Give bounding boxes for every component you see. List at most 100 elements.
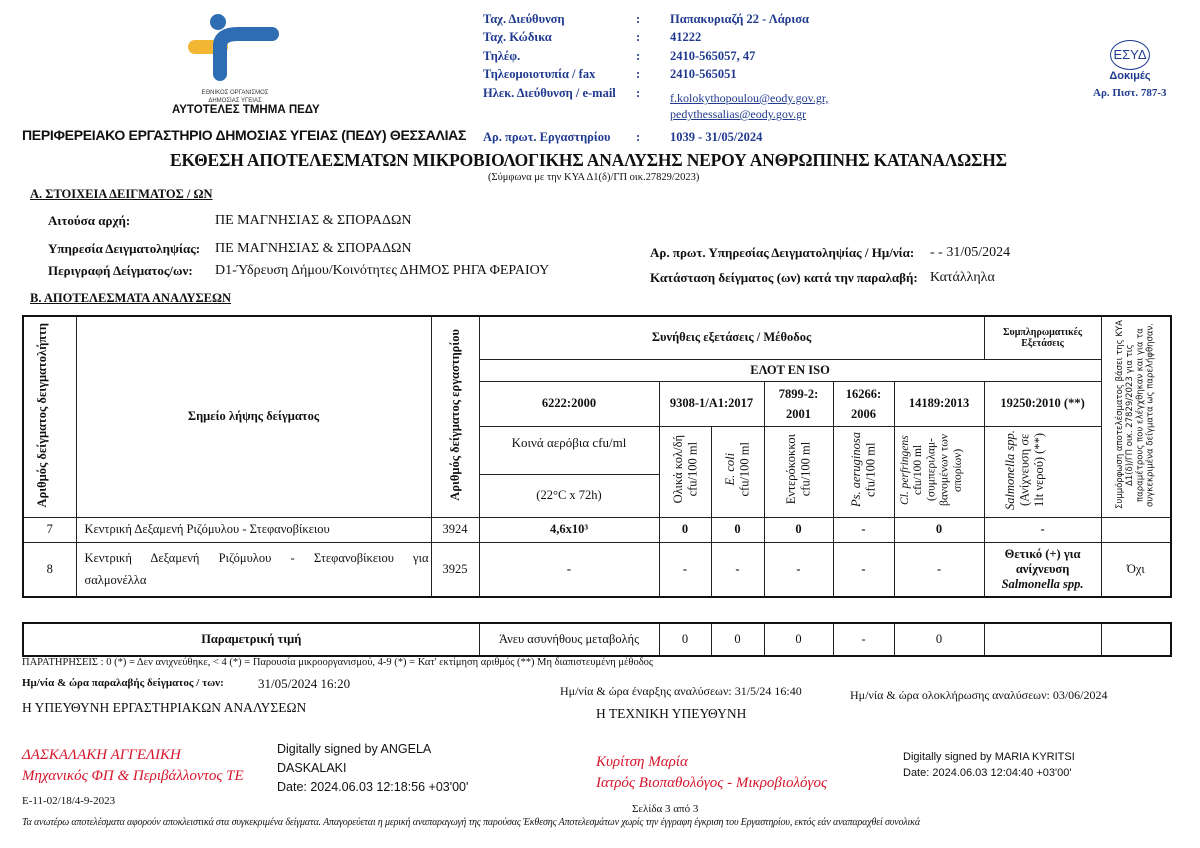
enterococci-value: - [763, 541, 834, 598]
contact-label: Τηλεομοιοτυπία / fax [483, 67, 596, 81]
cl-value: - [893, 541, 985, 598]
contact-label: Τηλέφ. [483, 49, 521, 63]
email-link-2[interactable]: pedythessalias@eody.gov.gr [670, 107, 807, 121]
accreditation-number: Αρ. Πιστ. 787-3 [1093, 87, 1167, 99]
page-number: Σελίδα 3 από 3 [632, 803, 699, 815]
header-total-coliforms: Ολικά κολ/δή cfu/100 ml [658, 425, 712, 518]
parametric-value: 0 [658, 622, 712, 657]
parametric-aerobic: Άνευ ασυνήθους μεταβολής [478, 622, 660, 657]
colon: : [636, 12, 641, 26]
header-usual-tests: Συνήθεις εξετάσεις / Μέθοδος [478, 315, 985, 360]
compliance-value [1100, 516, 1172, 543]
receipt-date-label: Ημ/νία & ώρα παραλαβής δείγματος / των: [22, 677, 224, 689]
parametric-table: Παραμετρική τιμή Άνευ ασυνήθους μεταβολή… [22, 622, 1172, 657]
aerobic-value: - [478, 541, 660, 598]
standard-6222: 6222:2000 [478, 380, 660, 427]
eody-logo-text: ΕΘΝΙΚΟΣ ΟΡΓΑΝΙΣΜΟΣ ΔΗΜΟΣΙΑΣ ΥΓΕΙΑΣ [201, 90, 269, 104]
standard-14189: 14189:2013 [893, 380, 985, 427]
table-row: 7 Κεντρική Δεξαμενή Ριζόμυλου - Στεφανοβ… [22, 516, 1172, 543]
report-title: ΕΚΘΕΣΗ ΑΠΟΤΕΛΕΣΜΑΤΩΝ ΜΙΚΡΟΒΙΟΛΟΓΙΚΗΣ ΑΝΑ… [170, 150, 1007, 170]
standard-16266: 16266: 2006 [832, 380, 895, 427]
sample-no: 7 [22, 516, 77, 543]
salmonella-value: - [983, 516, 1102, 543]
contact-label: Ταχ. Κώδικα [483, 30, 552, 44]
header-ps-aeruginosa: Ps. aeruginosa cfu/100 ml [832, 425, 895, 518]
parametric-value [983, 622, 1102, 657]
header-aerobic-condition: (22°C x 72h) [478, 474, 660, 518]
email-link-1[interactable]: f.kolokythopoulou@eody.gov.gr, [670, 91, 829, 105]
left-signer-role: Η ΥΠΕΥΘΥΝΗ ΕΡΓΑΣΤΗΡΙΑΚΩΝ ΑΝΑΛΥΣΕΩΝ [22, 700, 307, 715]
parametric-label: Παραμετρική τιμή [22, 622, 480, 657]
standard-9308: 9308-1/A1:2017 [658, 380, 765, 427]
parametric-value: - [832, 622, 895, 657]
report-subtitle: (Σύμφωνα με την ΚΥΑ Δ1(δ)/ΓΠ οικ.27829/2… [488, 172, 700, 183]
aerobic-value: 4,6x10³ [478, 516, 660, 543]
ps-value: - [832, 516, 895, 543]
colon: : [636, 86, 641, 100]
header-ecoli: E. coli cfu/100 ml [710, 425, 765, 518]
lab-no: 3924 [430, 516, 480, 543]
right-signer-title: Ιατρός Βιοπαθολόγος - Μικροβιολόγος [596, 775, 828, 791]
lab-no: 3925 [430, 541, 480, 598]
sampling-point: Κεντρική Δεξαμενή Ριζόμυλου - Στεφανοβίκ… [75, 516, 432, 543]
contact-value: 2410-565051 [670, 67, 737, 81]
parametric-value [1100, 622, 1172, 657]
header-compliance: Συμμόρφωση αποτελέσματος βάσει της ΚΥΑ Δ… [1100, 315, 1172, 518]
contact-label: Ηλεκ. Διεύθυνση / e-mail [483, 86, 616, 100]
header-lab-no: Αριθμός δείγματος εργαστηρίου [430, 315, 480, 518]
protocol-label: Αρ. πρωτ. Υπηρεσίας Δειγματοληψίας / Ημ/… [650, 245, 915, 260]
parametric-value: 0 [763, 622, 834, 657]
section-a-heading: Α. ΣΤΟΙΧΕΙΑ ΔΕΙΓΜΑΤΟΣ / ΩΝ [30, 187, 213, 201]
standard-7899: 7899-2: 2001 [763, 380, 834, 427]
lab-name: ΠΕΡΙΦΕΡΕΙΑΚΟ ΕΡΓΑΣΤΗΡΙΟ ΔΗΜΟΣΙΑΣ ΥΓΕΙΑΣ … [22, 127, 467, 143]
contact-value: Παπακυριαζή 22 - Λάρισα [670, 12, 810, 26]
salmonella-value: Θετικό (+) για ανίχνευση Salmonella spp. [983, 541, 1102, 598]
contact-label: Ταχ. Διεύθυνση [483, 12, 565, 26]
enterococci-value: 0 [763, 516, 834, 543]
esyd-logo-icon: ΕΣΥΔ [1110, 40, 1150, 70]
ecoli-value: - [710, 541, 765, 598]
left-signer-title: Μηχανικός ΦΠ & Περιβάλλοντος ΤΕ [22, 768, 244, 784]
header-sampling-point: Σημείο λήψης δείγματος [75, 315, 432, 518]
right-signer-name: Κυρίτση Μαρία [596, 754, 688, 770]
unit-name: ΑΥΤΟΤΕΛΕΣ ΤΜΗΜΑ ΠΕΔΥ [172, 104, 320, 116]
colon: : [636, 49, 641, 63]
contact-label: Αρ. πρωτ. Εργαστηρίου [483, 130, 611, 144]
parametric-value: 0 [710, 622, 765, 657]
coliforms-value: 0 [658, 516, 712, 543]
sampling-service-label: Υπηρεσία Δειγματοληψίας: [48, 241, 201, 256]
sample-description: D1-Ύδρευση Δήμου/Κοινότητες ΔΗΜΟΣ ΡΗΓΑ Φ… [215, 263, 550, 278]
receipt-date: 31/05/2024 16:20 [258, 676, 351, 691]
header-standard-family: ΕΛΟΤ ΕΝ ISO [478, 358, 1102, 382]
colon: : [636, 130, 641, 144]
left-digital-signature: Digitally signed by ANGELA DASKALAKI Date:… [277, 742, 469, 794]
compliance-value: Όχι [1100, 541, 1172, 598]
table-row: 8 Κεντρική Δεξαμενή Ριζόμυλου - Στεφανοβ… [22, 541, 1172, 598]
header-aerobic: Κοινά αερόβια cfu/ml [478, 425, 660, 476]
ecoli-value: 0 [710, 516, 765, 543]
header-salmonella: Salmonella spp. (Ανίχνευση σε 1lt νερού) … [983, 425, 1102, 518]
form-code: E-11-02/18/4-9-2023 [22, 795, 116, 807]
requesting-authority-label: Αιτούσα αρχή: [48, 213, 131, 228]
sampling-service: ΠΕ ΜΑΓΝΗΣΙΑΣ & ΣΠΟΡΑΔΩΝ [215, 241, 412, 256]
section-b-heading: Β. ΑΠΟΤΕΛΕΣΜΑΤΑ ΑΝΑΛΥΣΕΩΝ [30, 291, 232, 305]
sample-description-label: Περιγραφή Δείγματος/ων: [48, 263, 193, 278]
contact-value: 2410-565057, 47 [670, 49, 756, 63]
contact-value: 1039 - 31/05/2024 [670, 130, 763, 144]
sampling-point: Κεντρική Δεξαμενή Ριζόμυλου - Στεφανοβίκ… [75, 541, 432, 598]
eody-logo-icon [188, 14, 279, 81]
contact-value: 41222 [670, 30, 702, 44]
cl-value: 0 [893, 516, 985, 543]
header-supplementary: Συμπληρωματικές Εξετάσεις [983, 315, 1102, 360]
eody-logo: ΕΘΝΙΚΟΣ ΟΡΓΑΝΙΣΜΟΣ ΔΗΜΟΣΙΑΣ ΥΓΕΙΑΣ [180, 12, 290, 104]
ps-value: - [832, 541, 895, 598]
requesting-authority: ΠΕ ΜΑΓΝΗΣΙΑΣ & ΣΠΟΡΑΔΩΝ [215, 213, 412, 228]
analysis-start: Ημ/νία & ώρα έναρξης αναλύσεων: 31/5/24 … [560, 684, 802, 698]
colon: : [636, 67, 641, 81]
parametric-value: 0 [893, 622, 985, 657]
colon: : [636, 30, 641, 44]
sample-no: 8 [22, 541, 77, 598]
condition-label: Κατάσταση δείγματος (ων) κατά την παραλα… [650, 270, 918, 285]
right-digital-signature: Digitally signed by MARIA KYRITSI Date: 2… [903, 751, 1075, 779]
coliforms-value: - [658, 541, 712, 598]
